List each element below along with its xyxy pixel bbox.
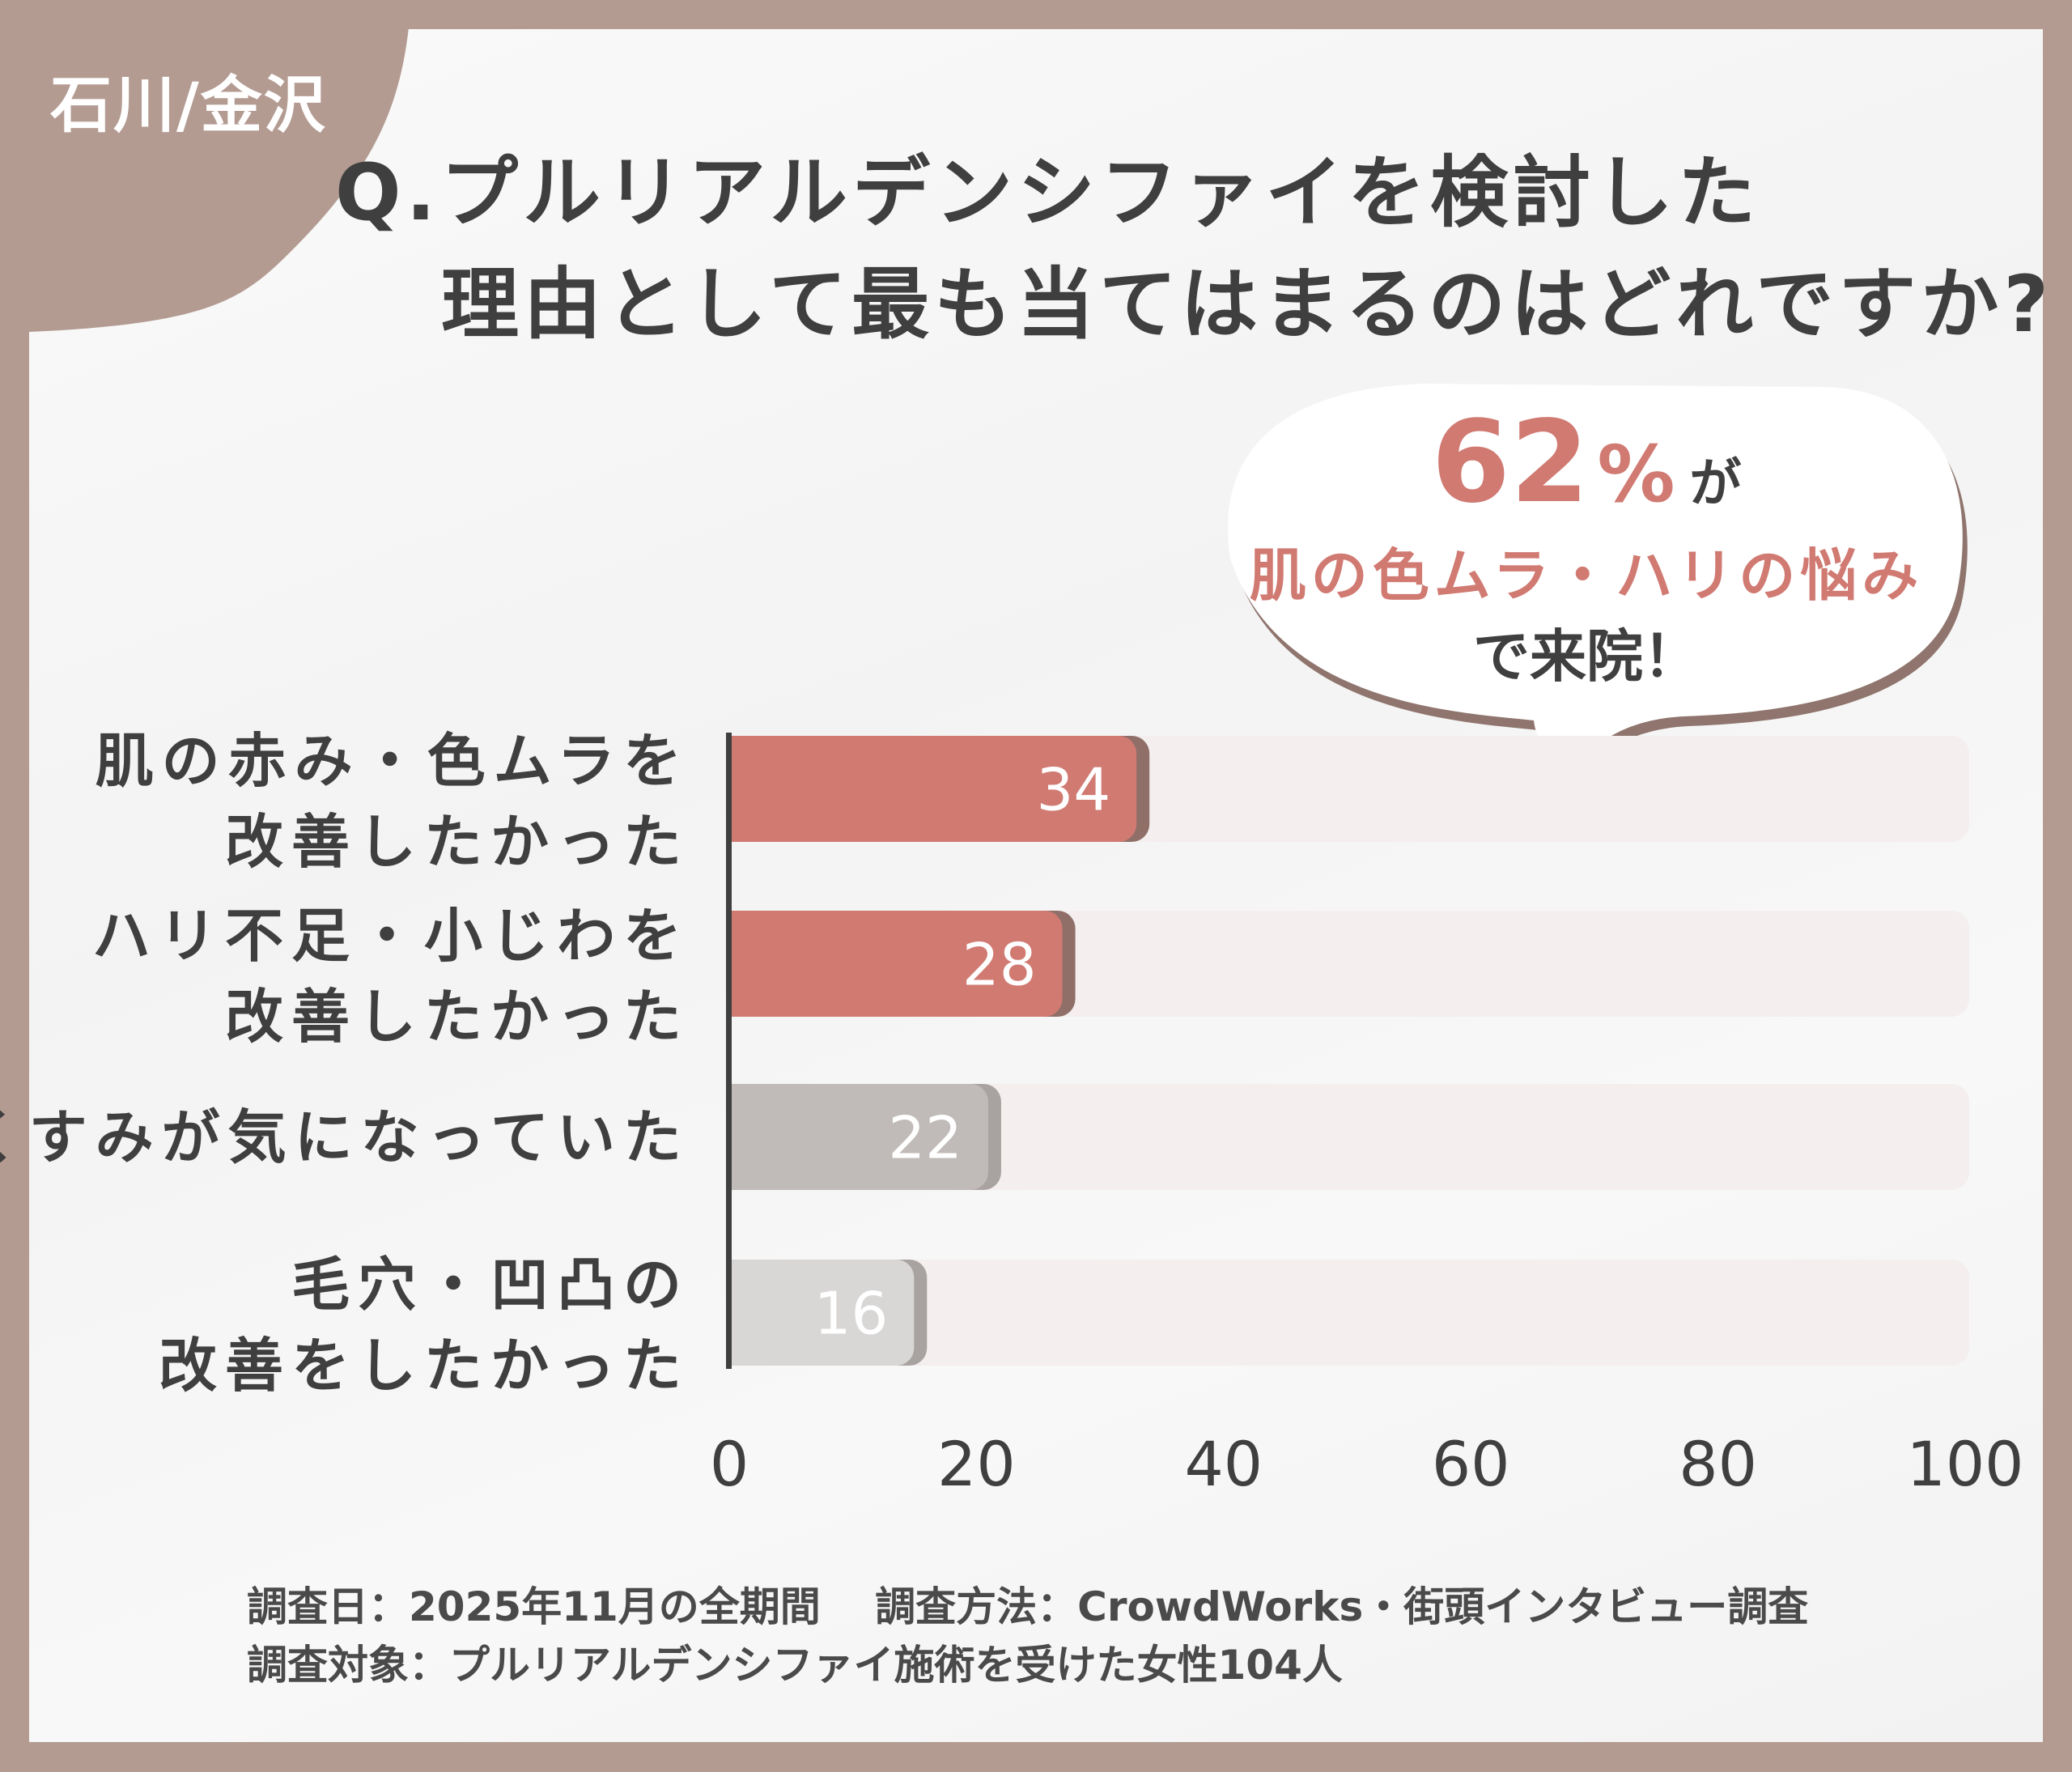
speech-bubble	[1228, 384, 1968, 810]
footer-survey-info: 調査日：2025年11月の全期間 調査方法：CrowdWorks・街頭インタビュ…	[247, 1583, 1809, 1630]
bar-base	[729, 736, 762, 842]
x-tick-label: 40	[1184, 1428, 1263, 1500]
bar-base	[729, 911, 762, 1017]
category-label: ハリ不足・小じわを改善したかった	[92, 895, 690, 1057]
category-label-line: 毛穴・凹凸の	[291, 1250, 690, 1319]
title-line-1: Q.プルリアルデンシファイを検討した	[335, 147, 1761, 238]
callout-closing: で来院！	[1473, 623, 1700, 690]
title-line-2: 理由として最も当てはまるのはどれですか?	[441, 259, 2054, 350]
category-label: 肌の赤み・色ムラを改善したかった	[96, 720, 690, 882]
x-tick-label: 20	[937, 1428, 1016, 1500]
bar-value-label: 22	[888, 1104, 962, 1172]
callout-percent-value: 62	[1431, 397, 1590, 529]
bar	[729, 1260, 915, 1366]
callout-percent-sign: %	[1597, 429, 1675, 520]
bar-value-label: 34	[1037, 756, 1111, 824]
bar-value-label: 16	[814, 1280, 889, 1348]
callout-particle: が	[1689, 454, 1742, 514]
bar-base	[729, 1084, 762, 1190]
category-label-line: 肌の赤み・色ムラを	[95, 726, 690, 795]
x-tick-label: 80	[1679, 1428, 1757, 1500]
callout-percent: 62% が	[1214, 397, 1959, 529]
footer-survey-target: 調査対象：プルリアルデンシファイ施術を受けた女性104人	[247, 1642, 1343, 1689]
region-label: 石川/金沢	[50, 69, 327, 141]
bar-track	[729, 1084, 1969, 1190]
category-label: 毛穴・凹凸の改善をしたかった	[159, 1244, 690, 1406]
callout-highlight: 肌の色ムラ・ハリの悩み	[1249, 542, 1924, 609]
category-label: くすみが気になっていた	[0, 1097, 690, 1178]
bar	[729, 1084, 988, 1190]
category-label-line: 改善をしたかった	[158, 1331, 690, 1400]
y-axis-line	[726, 733, 732, 1369]
card-panel	[29, 29, 2043, 1742]
bar-chart: 34 28 22 16 0 20 40 60 80 100	[710, 733, 2024, 1500]
category-label-line: 改善したかった	[224, 982, 690, 1051]
bar	[729, 736, 1137, 842]
corner-decoration	[0, 0, 411, 332]
x-tick-label: 60	[1432, 1428, 1510, 1500]
category-label-line: 改善したかった	[224, 807, 690, 876]
category-label-line: くすみが気になっていた	[0, 1103, 690, 1171]
bar-base	[729, 1260, 762, 1366]
bar-track	[729, 1260, 1969, 1366]
bar-value-label: 28	[962, 931, 1037, 999]
bar	[729, 911, 1063, 1017]
x-tick-label: 0	[710, 1428, 749, 1500]
category-label-line: ハリ不足・小じわを	[91, 901, 690, 970]
x-tick-label: 100	[1906, 1428, 2023, 1500]
